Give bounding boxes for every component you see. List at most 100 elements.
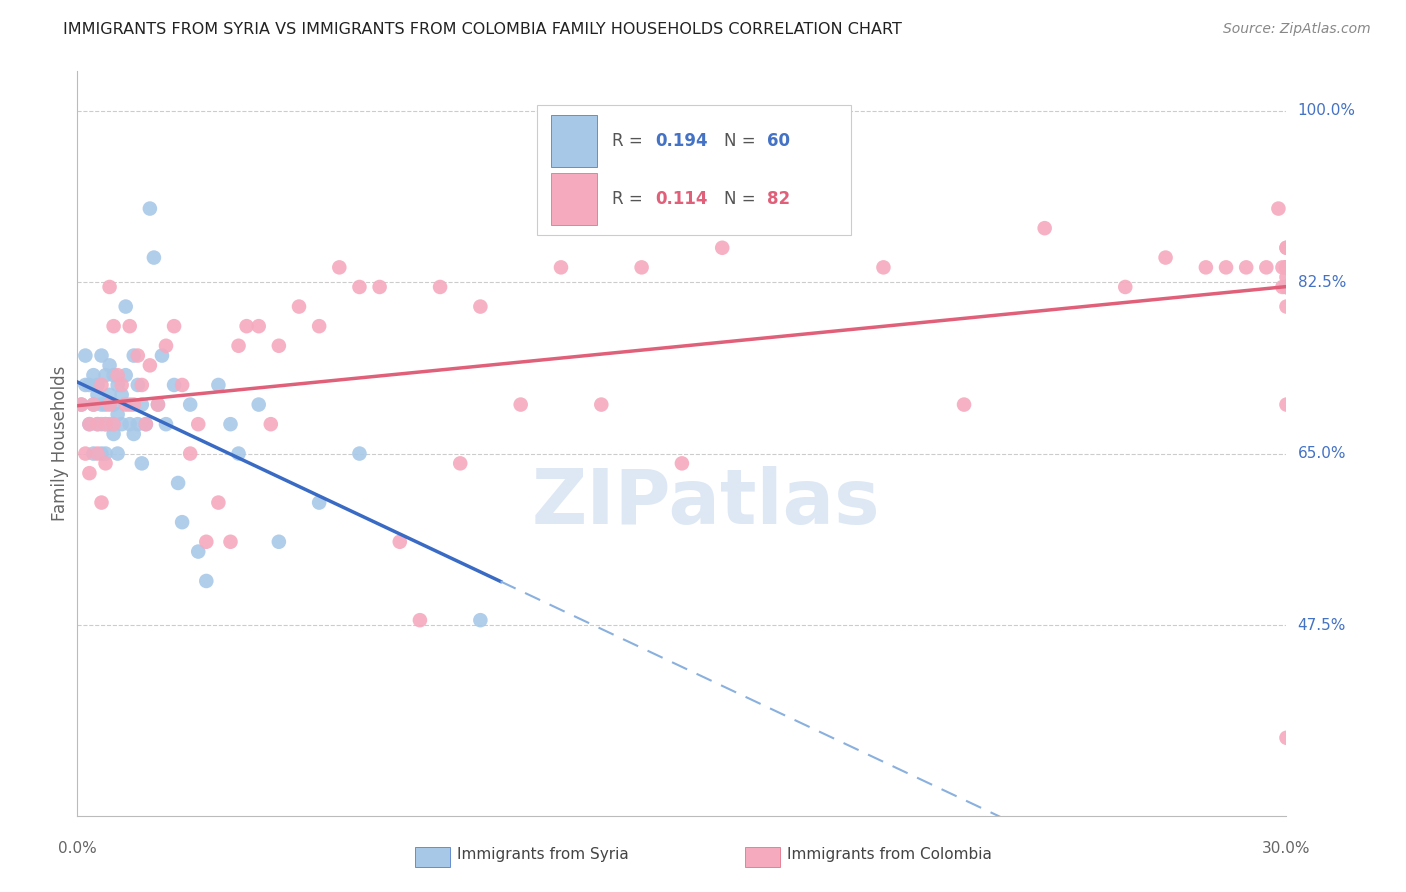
Point: [671, 456, 693, 470]
Point: [219, 534, 242, 549]
Point: [103, 417, 125, 432]
Point: [1271, 260, 1294, 275]
Point: [267, 534, 290, 549]
Point: [82, 398, 104, 412]
Text: 47.5%: 47.5%: [1298, 617, 1346, 632]
Point: [103, 398, 125, 412]
Point: [131, 456, 153, 470]
Point: [155, 417, 177, 432]
Point: [139, 359, 162, 373]
Point: [388, 534, 411, 549]
Point: [114, 300, 136, 314]
Point: [122, 398, 145, 412]
Point: [172, 378, 194, 392]
Text: 82: 82: [766, 190, 790, 208]
Point: [86, 417, 108, 432]
Point: [1275, 280, 1298, 294]
Text: 0.114: 0.114: [655, 190, 707, 208]
Point: [751, 221, 773, 235]
Text: 30.0%: 30.0%: [1263, 841, 1310, 856]
Point: [308, 319, 330, 334]
Point: [167, 475, 190, 490]
Point: [219, 417, 242, 432]
Point: [429, 280, 451, 294]
Point: [509, 398, 531, 412]
Point: [103, 368, 125, 383]
Point: [135, 417, 157, 432]
Point: [328, 260, 350, 275]
Point: [127, 378, 149, 392]
Point: [75, 446, 97, 460]
Point: [79, 378, 101, 392]
Point: [90, 417, 112, 432]
Point: [195, 534, 218, 549]
Point: [146, 398, 169, 412]
Point: [98, 280, 121, 294]
Point: [131, 398, 153, 412]
Point: [142, 251, 165, 265]
Point: [1275, 241, 1298, 255]
Point: [122, 427, 145, 442]
Point: [82, 446, 104, 460]
Point: [103, 427, 125, 442]
Point: [107, 378, 129, 392]
Point: [409, 613, 432, 627]
Point: [79, 466, 101, 480]
Text: R =: R =: [612, 190, 648, 208]
Text: 100.0%: 100.0%: [1298, 103, 1355, 118]
Point: [1275, 260, 1298, 275]
Point: [1275, 260, 1298, 275]
Point: [103, 319, 125, 334]
Point: [94, 446, 117, 460]
Point: [127, 417, 149, 432]
Point: [1275, 280, 1298, 294]
Point: [150, 349, 173, 363]
Point: [953, 398, 976, 412]
Point: [179, 398, 201, 412]
Point: [1114, 280, 1136, 294]
Point: [308, 495, 330, 509]
Point: [1275, 260, 1298, 275]
Point: [349, 446, 371, 460]
Point: [79, 417, 101, 432]
Point: [90, 349, 112, 363]
Text: N =: N =: [724, 132, 761, 151]
Point: [107, 408, 129, 422]
Point: [1275, 300, 1298, 314]
Point: [1271, 280, 1294, 294]
Point: [118, 398, 141, 412]
Point: [1275, 241, 1298, 255]
Point: [114, 368, 136, 383]
Point: [163, 378, 186, 392]
Point: [94, 417, 117, 432]
Point: [207, 495, 229, 509]
Point: [288, 300, 311, 314]
Text: IMMIGRANTS FROM SYRIA VS IMMIGRANTS FROM COLOMBIA FAMILY HOUSEHOLDS CORRELATION : IMMIGRANTS FROM SYRIA VS IMMIGRANTS FROM…: [63, 22, 903, 37]
Point: [368, 280, 391, 294]
Point: [70, 398, 93, 412]
Point: [1275, 260, 1298, 275]
Point: [90, 378, 112, 392]
Point: [267, 339, 290, 353]
Point: [228, 339, 250, 353]
Point: [1154, 251, 1177, 265]
Point: [135, 417, 157, 432]
Point: [118, 417, 141, 432]
Bar: [537, 105, 851, 235]
Point: [82, 368, 104, 383]
Point: [155, 339, 177, 353]
Point: [260, 417, 283, 432]
Point: [591, 398, 613, 412]
Point: [235, 319, 257, 334]
Point: [187, 417, 209, 432]
Point: [94, 417, 117, 432]
Point: [550, 260, 572, 275]
Point: [111, 378, 134, 392]
Point: [872, 260, 894, 275]
Point: [247, 319, 270, 334]
Text: Immigrants from Colombia: Immigrants from Colombia: [787, 847, 993, 862]
Point: [1256, 260, 1278, 275]
Text: 0.0%: 0.0%: [58, 841, 97, 856]
Point: [1267, 202, 1289, 216]
Point: [1234, 260, 1257, 275]
